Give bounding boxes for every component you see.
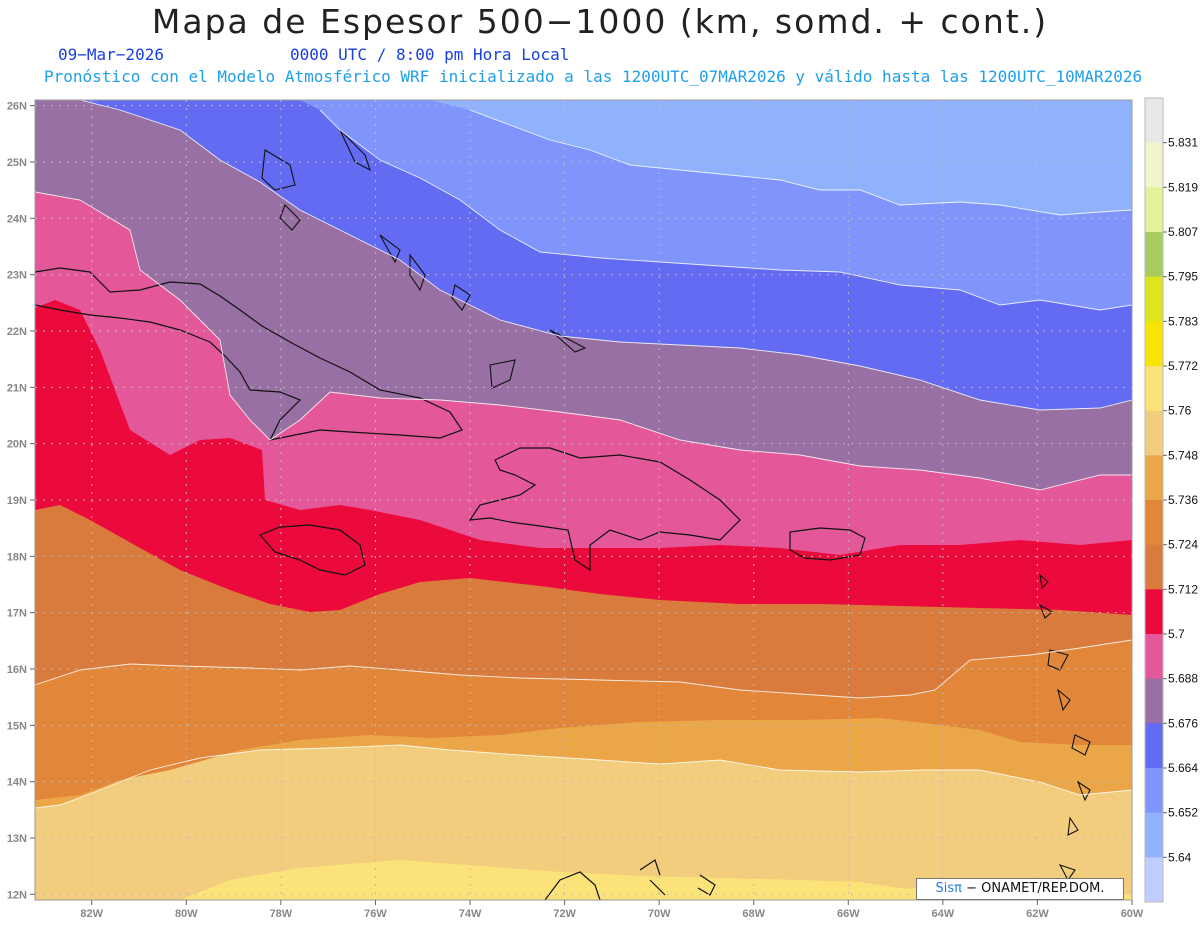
legend-label: 5.772 <box>1168 359 1198 373</box>
legend-label: 5.736 <box>1168 493 1198 507</box>
legend-label: 5.76 <box>1168 404 1192 418</box>
lon-tick-label: 74W <box>459 908 482 920</box>
lon-tick-label: 60W <box>1121 908 1144 920</box>
thickness-bands <box>35 100 1132 900</box>
color-legend: 5.831 5.819 5.807 5.795 5.783 5.772 5.76 5.748 5… <box>1144 97 1198 903</box>
legend-swatch <box>1145 812 1163 858</box>
legend-swatch <box>1145 544 1163 590</box>
legend-swatch <box>1145 589 1163 635</box>
legend-label: 5.748 <box>1168 448 1198 462</box>
legend-label: 5.819 <box>1168 180 1198 194</box>
lon-tick-label: 76W <box>364 908 387 920</box>
legend-label: 5.664 <box>1168 761 1198 775</box>
lat-tick-label: 13N <box>7 833 27 845</box>
lon-tick-label: 68W <box>742 908 765 920</box>
credit-box: Sisπ − ONAMET/REP.DOM. <box>916 878 1124 900</box>
cuba-outline <box>35 267 463 441</box>
legend-swatch <box>1145 366 1163 412</box>
legend-swatch <box>1145 723 1163 769</box>
hispaniola-outline <box>468 447 741 572</box>
lat-tick-label: 26N <box>7 101 27 113</box>
legend-swatch <box>1145 142 1163 188</box>
lat-tick-label: 25N <box>7 157 27 169</box>
lat-tick-label: 23N <box>7 270 27 282</box>
bahamas-outline <box>261 129 587 389</box>
model-description: Pronóstico con el Modelo Atmosférico WRF… <box>44 67 1143 86</box>
credit-brand: Sisπ <box>935 881 962 896</box>
legend-label: 5.712 <box>1168 582 1198 596</box>
lat-tick-label: 18N <box>7 551 27 563</box>
lat-tick-label: 22N <box>7 326 27 338</box>
legend-swatch <box>1145 98 1163 144</box>
legend-swatch <box>1145 678 1163 724</box>
lon-tick-label: 66W <box>837 908 860 920</box>
lon-tick-label: 82W <box>80 908 103 920</box>
legend-swatch <box>1145 634 1163 680</box>
jamaica-outline <box>258 524 366 576</box>
lat-tick-label: 21N <box>7 382 27 394</box>
forecast-time: 0000 UTC / 8:00 pm Hora Local <box>290 45 570 64</box>
legend-label: 5.688 <box>1168 672 1198 686</box>
lat-tick-label: 20N <box>7 439 27 451</box>
lat-tick-label: 14N <box>7 777 27 789</box>
legend-swatch <box>1145 768 1163 814</box>
lat-tick-label: 17N <box>7 608 27 620</box>
legend-swatch <box>1145 232 1163 278</box>
band-5640 <box>430 100 1132 215</box>
legend-swatch <box>1145 410 1163 456</box>
lat-tick-label: 19N <box>7 495 27 507</box>
legend-label: 5.783 <box>1168 314 1198 328</box>
legend-label: 5.831 <box>1168 136 1198 150</box>
legend-swatch <box>1145 187 1163 233</box>
legend-swatch <box>1145 276 1163 322</box>
lon-tick-label: 62W <box>1026 908 1049 920</box>
lesser-antilles-outline <box>1038 573 1091 882</box>
legend-label: 5.64 <box>1168 850 1192 864</box>
lat-lon-grid <box>30 100 1133 905</box>
lon-tick-label: 70W <box>648 908 671 920</box>
axis-labels: 82W 80W 78W 76W 74W 72W 70W 68W 66W 64W 62W 60W 26N 2… <box>7 101 1144 920</box>
lat-tick-label: 24N <box>7 213 27 225</box>
map-title: Mapa de Espesor 500−1000 (km, somd. + co… <box>151 2 1049 41</box>
legend-label: 5.807 <box>1168 225 1198 239</box>
legend-label: 5.724 <box>1168 538 1198 552</box>
legend-swatch <box>1145 857 1163 903</box>
forecast-date: 09−Mar−2026 <box>58 45 164 64</box>
south-america-outline <box>544 859 716 900</box>
lon-tick-label: 78W <box>270 908 293 920</box>
legend-swatch <box>1145 500 1163 546</box>
lat-tick-label: 15N <box>7 720 27 732</box>
legend-label: 5.795 <box>1168 270 1198 284</box>
legend-swatch <box>1145 455 1163 501</box>
band-5760 <box>180 860 1132 900</box>
legend-swatch <box>1145 321 1163 367</box>
lat-tick-label: 12N <box>7 889 27 901</box>
credit-org: − ONAMET/REP.DOM. <box>961 881 1105 896</box>
lat-tick-label: 16N <box>7 664 27 676</box>
legend-label: 5.676 <box>1168 716 1198 730</box>
lon-tick-label: 64W <box>932 908 955 920</box>
puerto-rico-outline <box>789 527 866 561</box>
legend-label: 5.652 <box>1168 806 1198 820</box>
contour-lines <box>35 100 1132 809</box>
lon-tick-label: 72W <box>553 908 576 920</box>
legend-label: 5.7 <box>1168 627 1185 641</box>
lon-tick-label: 80W <box>175 908 198 920</box>
